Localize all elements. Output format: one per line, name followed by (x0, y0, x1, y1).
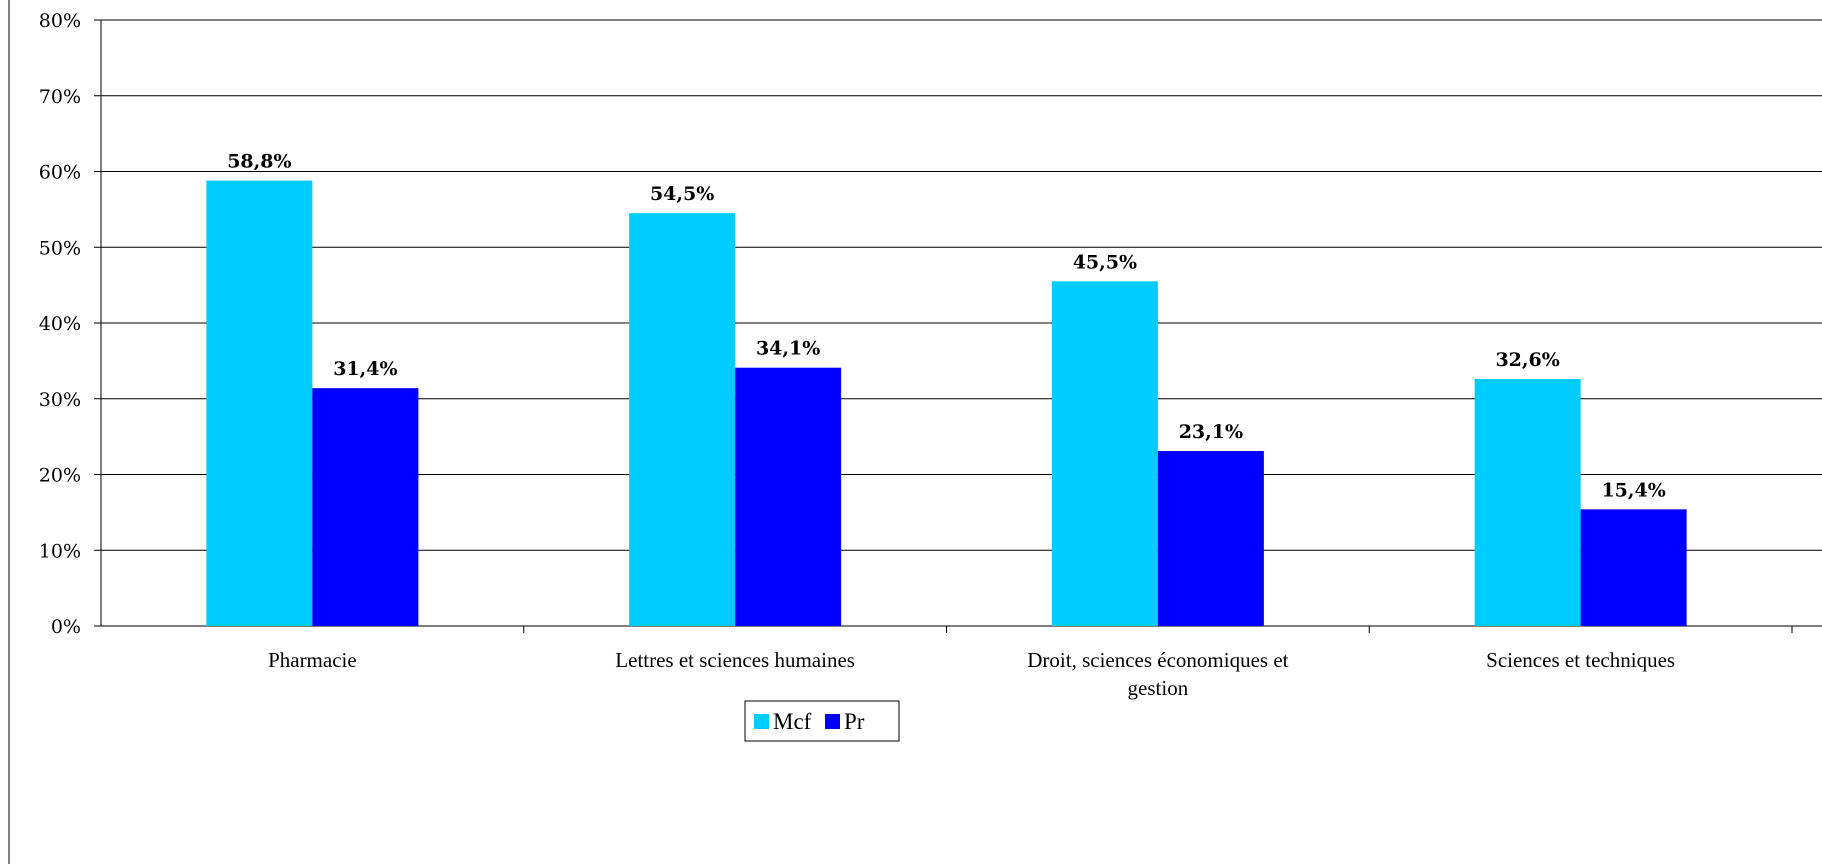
y-tick-label: 20% (39, 465, 81, 487)
data-label: 23,1% (1179, 421, 1243, 443)
y-tick-label: 0% (51, 616, 81, 638)
x-category-label: Pharmacie (268, 648, 357, 672)
legend-swatch (825, 714, 840, 729)
bar-pr (735, 367, 842, 626)
y-tick-label: 80% (39, 10, 81, 32)
bar-pr (1580, 509, 1687, 626)
data-label: 58,8% (227, 151, 291, 173)
x-category-label: Lettres et sciences humaines (615, 648, 855, 672)
y-tick-label: 70% (39, 86, 81, 108)
data-label: 15,4% (1601, 479, 1665, 501)
data-label: 45,5% (1073, 251, 1137, 273)
data-label: 32,6% (1495, 349, 1559, 371)
y-tick-label: 40% (39, 313, 81, 335)
data-label: 34,1% (756, 338, 820, 360)
x-category-label: Sciences et techniques (1486, 648, 1675, 672)
bar-pr (312, 388, 419, 626)
y-tick-label: 50% (39, 237, 81, 259)
x-category-label: Droit, sciences économiques et gestion (1027, 648, 1288, 700)
bar-mcf (206, 180, 313, 626)
legend (744, 700, 900, 742)
bar-pr (1157, 451, 1264, 626)
bar-mcf (1474, 379, 1581, 626)
legend-label: Mcf (773, 709, 812, 734)
bar-mcf (1051, 281, 1158, 626)
legend-swatch (754, 714, 769, 729)
data-label: 31,4% (333, 358, 397, 380)
y-tick-label: 10% (39, 540, 81, 562)
bar-mcf (629, 213, 736, 626)
y-tick-label: 60% (39, 162, 81, 184)
legend-label: Pr (844, 709, 865, 734)
y-tick-label: 30% (39, 389, 81, 411)
data-label: 54,5% (650, 183, 714, 205)
